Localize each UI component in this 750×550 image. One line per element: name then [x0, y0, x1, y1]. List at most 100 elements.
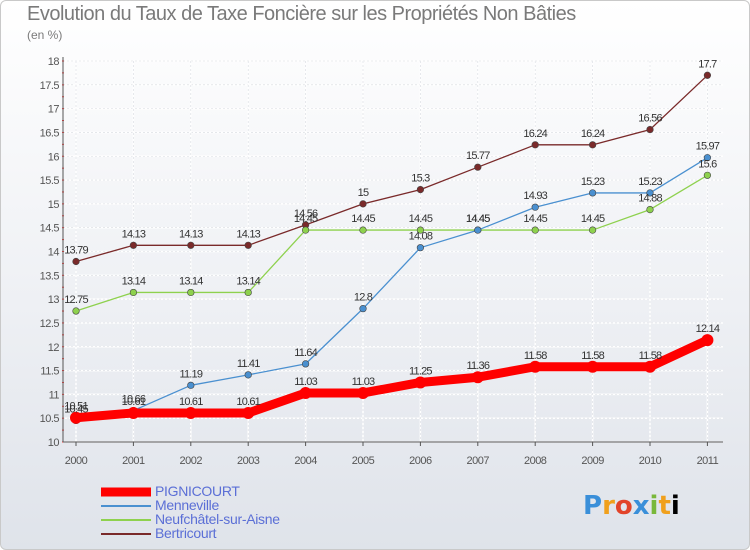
- data-label: 10.66: [122, 394, 146, 406]
- data-label: 14.45: [351, 213, 375, 225]
- data-point: [529, 360, 542, 373]
- data-label: 14.56: [294, 208, 318, 220]
- data-label: 11.41: [237, 358, 260, 370]
- data-label: 13.14: [122, 275, 146, 287]
- data-point: [588, 189, 597, 197]
- data-point: [359, 226, 367, 234]
- data-point: [244, 371, 252, 379]
- data-label: 11.19: [179, 368, 202, 380]
- data-label: 14.45: [523, 213, 547, 225]
- data-point: [299, 386, 312, 399]
- series-line-menneville: [75, 157, 709, 422]
- data-point: [474, 163, 482, 171]
- data-label: 14.45: [409, 213, 433, 225]
- data-point: [588, 141, 597, 149]
- y-tick-label: 11.5: [40, 366, 59, 378]
- data-point: [129, 241, 137, 249]
- data-label: 11.36: [466, 360, 489, 372]
- data-label: 12.14: [696, 323, 720, 335]
- data-point: [644, 360, 656, 373]
- data-point: [588, 226, 597, 234]
- data-label: 13.14: [236, 275, 260, 287]
- data-label: 14.08: [409, 231, 433, 243]
- data-label: 14.93: [523, 190, 547, 202]
- data-point: [184, 406, 197, 419]
- data-label: 13.14: [179, 275, 203, 287]
- x-tick-label: 2011: [697, 455, 719, 467]
- data-point: [531, 226, 539, 234]
- y-tick-label: 12.5: [40, 318, 60, 330]
- data-label: 14.13: [122, 228, 146, 240]
- logo-letter: o: [614, 491, 633, 521]
- proxiti-logo: Proxiti: [583, 491, 680, 521]
- y-tick-label: 16: [48, 151, 60, 163]
- data-point: [187, 288, 195, 297]
- series-line-bertricourt: [75, 74, 709, 263]
- x-tick-label: 2004: [294, 455, 317, 467]
- y-tick-label: 15: [48, 199, 60, 211]
- data-point: [187, 241, 195, 249]
- data-point: [531, 141, 539, 149]
- data-label: 16.24: [523, 128, 547, 140]
- logo-letter: t: [658, 491, 671, 521]
- y-tick-label: 12: [48, 342, 60, 354]
- logo-letter: r: [602, 491, 615, 521]
- legend-label: Bertricourt: [155, 525, 217, 541]
- x-tick-label: 2002: [180, 455, 203, 467]
- y-tick-label: 10.5: [40, 413, 60, 425]
- data-point: [586, 360, 599, 373]
- data-label: 15.97: [696, 141, 720, 153]
- data-point: [72, 257, 80, 266]
- y-tick-label: 13: [48, 294, 60, 306]
- logo-letter: i: [670, 491, 680, 521]
- data-point: [646, 125, 654, 134]
- data-label: 12.75: [64, 294, 88, 306]
- data-label: 11.03: [294, 376, 317, 388]
- data-label: 14.88: [638, 193, 662, 205]
- data-point: [414, 376, 427, 389]
- legend-label: Menneville: [155, 497, 219, 513]
- data-point: [244, 288, 252, 297]
- series-line-neufchâtel-sur-aisne: [75, 174, 709, 312]
- data-point: [129, 288, 137, 297]
- data-point: [187, 381, 195, 389]
- data-point: [359, 200, 367, 208]
- logo-letter: x: [632, 491, 650, 521]
- data-label: 15.23: [638, 176, 662, 188]
- data-label: 15.77: [466, 150, 490, 162]
- data-label: 11.58: [581, 350, 604, 362]
- legend-swatch: [101, 519, 151, 521]
- data-label: 16.24: [581, 128, 605, 140]
- legend-swatch: [101, 533, 151, 535]
- data-point: [471, 371, 484, 384]
- data-point: [646, 189, 654, 197]
- data-point: [531, 203, 539, 211]
- y-tick-label: 14.5: [40, 223, 60, 235]
- data-label: 14.13: [236, 228, 260, 240]
- x-tick-label: 2010: [639, 455, 662, 467]
- logo-letter: i: [649, 491, 659, 521]
- data-point: [646, 205, 654, 214]
- data-point: [703, 71, 712, 79]
- data-label: 14.45: [466, 213, 490, 225]
- y-tick-label: 16.5: [40, 127, 60, 139]
- data-label: 15: [358, 187, 369, 199]
- data-point: [416, 185, 425, 194]
- data-label: 11.03: [352, 376, 375, 388]
- series-line-pignicourt: [71, 335, 712, 423]
- data-label: 14.13: [179, 228, 203, 240]
- data-point: [302, 360, 310, 368]
- legend-label: Neufchâtel-sur-Aisne: [155, 511, 280, 527]
- data-label: 16.56: [638, 113, 662, 125]
- logo-letter: P: [583, 491, 603, 521]
- data-point: [302, 226, 310, 234]
- data-point: [359, 305, 367, 313]
- x-tick-label: 2000: [65, 455, 88, 467]
- data-label: 15.3: [411, 173, 430, 185]
- data-point: [416, 244, 425, 252]
- data-label: 14.45: [466, 213, 490, 225]
- data-label: 17.7: [698, 58, 717, 70]
- data-label: 15.23: [581, 176, 605, 188]
- data-label: 12.8: [354, 292, 373, 304]
